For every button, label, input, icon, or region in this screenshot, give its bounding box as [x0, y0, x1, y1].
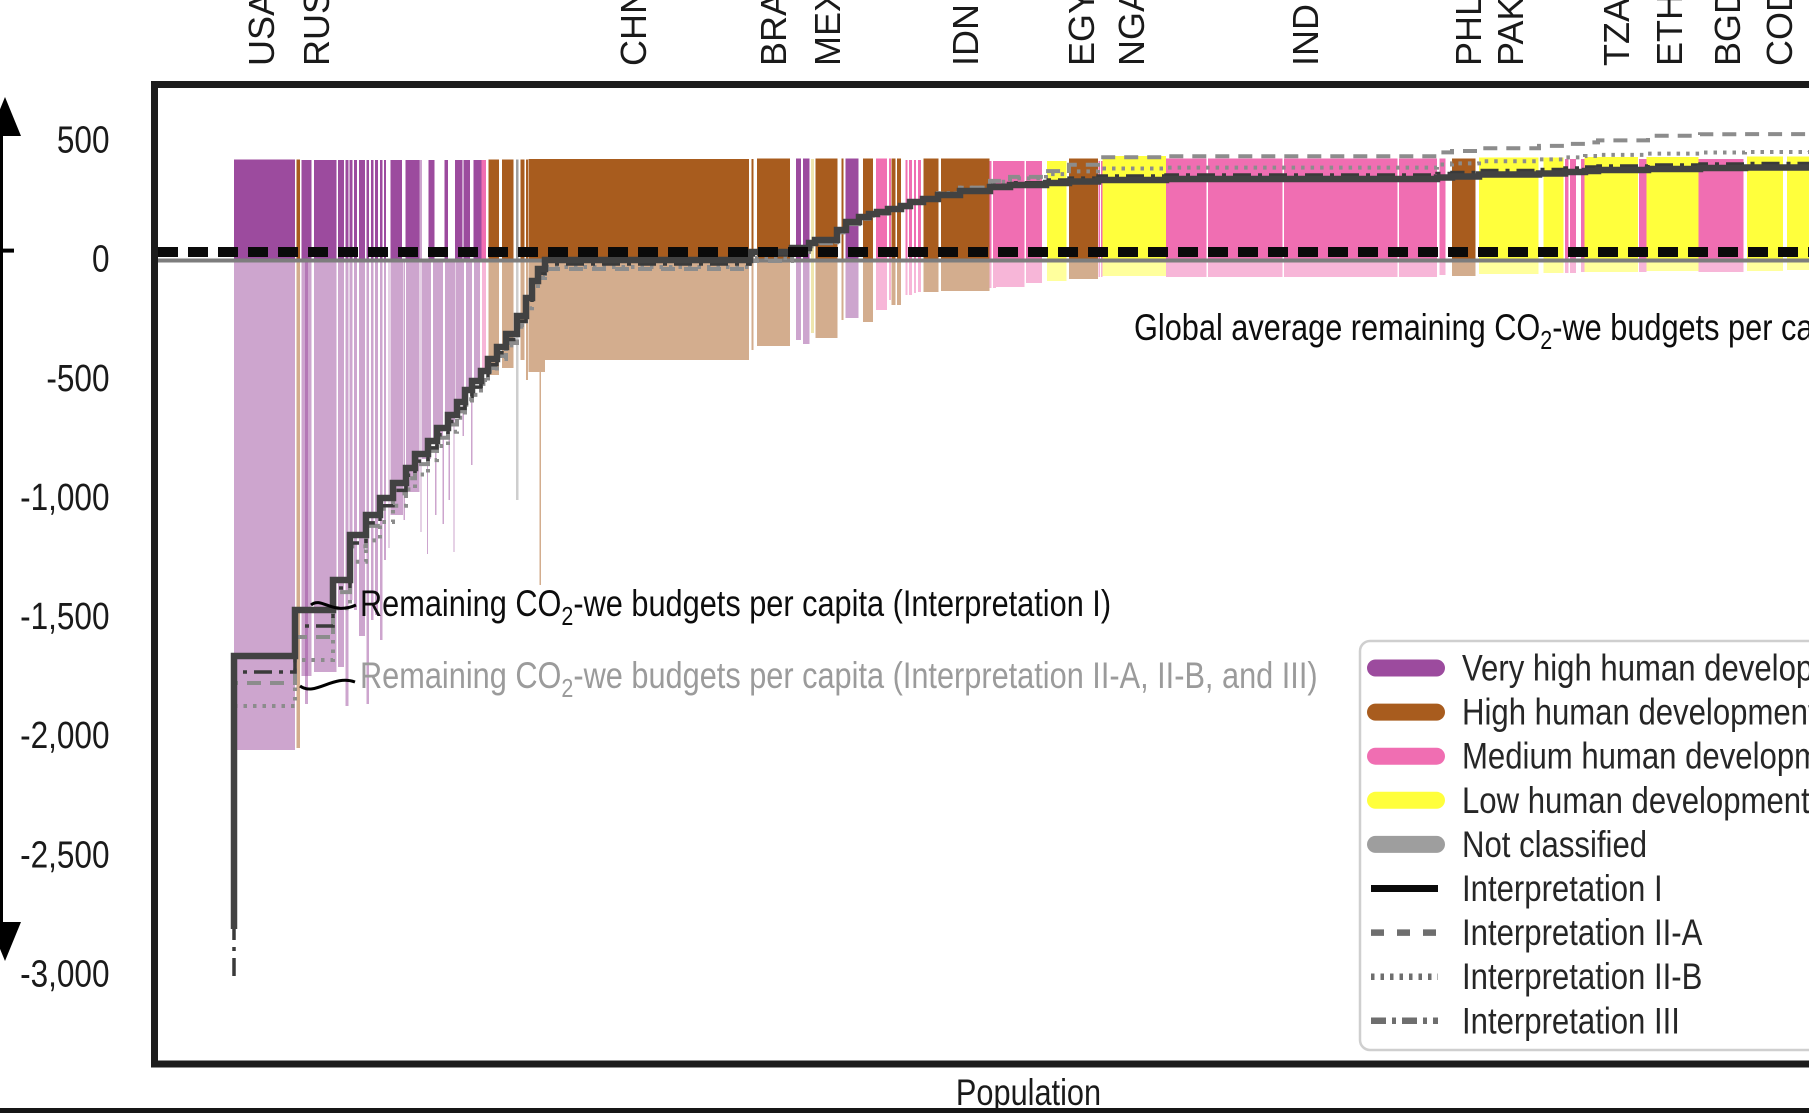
svg-text:COD: COD: [1759, 0, 1800, 66]
svg-text:High human development: High human development: [1462, 692, 1809, 733]
svg-text:IND: IND: [1285, 4, 1326, 66]
svg-text:Interpretation III: Interpretation III: [1462, 1001, 1680, 1042]
svg-text:Global average remaining CO2-w: Global average remaining CO2-we budgets …: [1134, 307, 1809, 355]
svg-text:Population: Population: [956, 1072, 1101, 1113]
svg-text:0: 0: [92, 238, 110, 280]
svg-text:BRA: BRA: [753, 0, 794, 66]
svg-text:500: 500: [57, 119, 110, 161]
svg-text:-2,000: -2,000: [20, 714, 109, 756]
svg-text:-500: -500: [46, 357, 109, 399]
svg-text:Remaining CO2-we budgets per c: Remaining CO2-we budgets per capita (Int…: [360, 583, 1111, 631]
svg-text:Very high human development: Very high human development: [1462, 648, 1809, 689]
svg-text:NGA: NGA: [1111, 0, 1152, 66]
svg-text:IDN: IDN: [945, 4, 986, 66]
svg-text:Medium human development: Medium human development: [1462, 736, 1809, 777]
svg-text:RUS: RUS: [296, 0, 337, 66]
svg-text:PAK: PAK: [1490, 0, 1531, 66]
svg-text:Interpretation II-A: Interpretation II-A: [1462, 912, 1702, 953]
svg-text:Remaining CO2-we budgets per c: Remaining CO2-we budgets per capita (Int…: [360, 655, 1318, 703]
svg-text:Interpretation I: Interpretation I: [1462, 868, 1663, 909]
svg-text:MEX: MEX: [807, 0, 848, 66]
svg-text:PHL: PHL: [1448, 0, 1489, 66]
svg-text:Interpretation II-B: Interpretation II-B: [1462, 957, 1702, 998]
svg-text:-2,500: -2,500: [20, 834, 109, 876]
svg-text:Low human development: Low human development: [1462, 780, 1809, 821]
svg-text:USA: USA: [241, 0, 282, 66]
svg-text:-1,500: -1,500: [20, 595, 109, 637]
svg-text:EGY: EGY: [1061, 0, 1102, 66]
svg-text:-3,000: -3,000: [20, 953, 109, 995]
svg-text:CHN: CHN: [613, 0, 654, 66]
svg-text:TZA: TZA: [1596, 0, 1637, 66]
svg-text:ETH: ETH: [1649, 0, 1690, 66]
svg-text:Not classified: Not classified: [1462, 824, 1647, 865]
svg-text:BGD: BGD: [1707, 0, 1748, 66]
svg-text:-1,000: -1,000: [20, 476, 109, 518]
